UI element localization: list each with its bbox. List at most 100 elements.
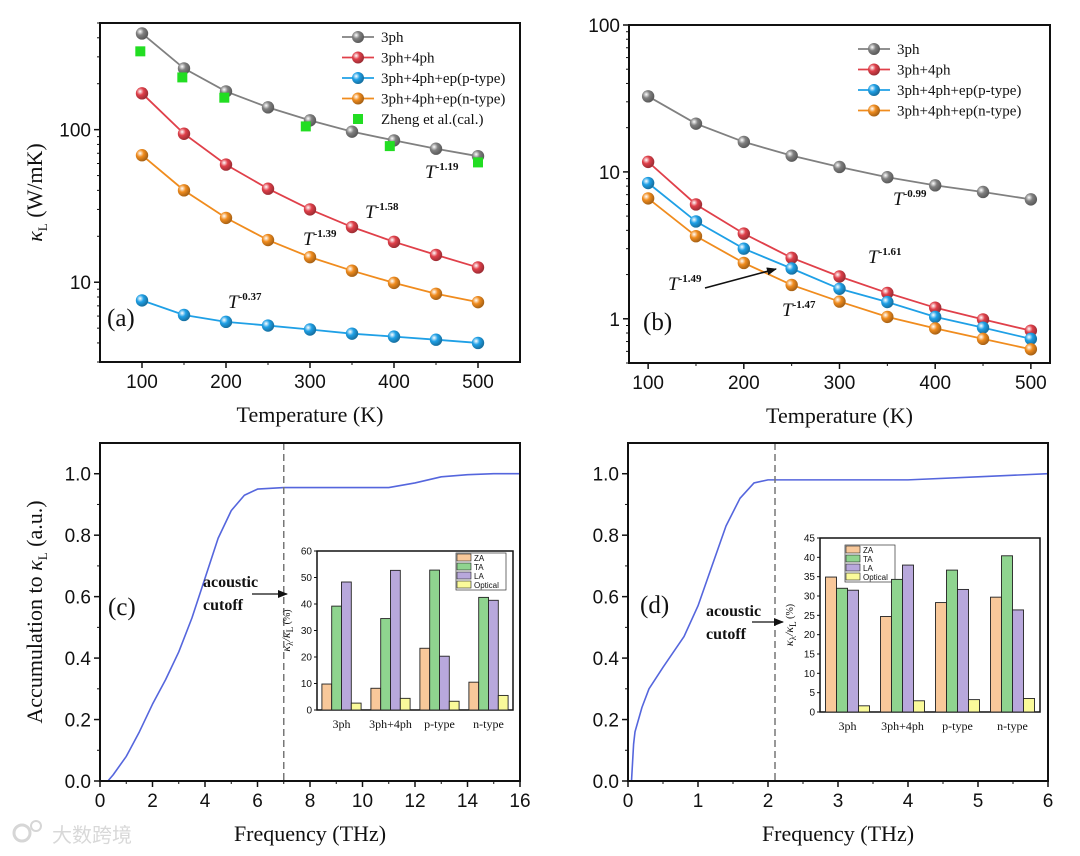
data-point [303, 203, 317, 216]
legend-label: Optical [474, 581, 499, 590]
plot-frame [627, 442, 1049, 782]
data-point [737, 256, 751, 270]
y-axis-label: κL (W/mK) [22, 143, 50, 242]
annotation-exponent: -1.19 [436, 161, 459, 173]
bar-TA [380, 618, 391, 711]
panel-a: 100 200 300 400 500 10 100 Temperature (K) κL (W… [22, 22, 521, 427]
category-label: 3ph+4ph [369, 717, 412, 731]
bar-TA [946, 569, 958, 713]
watermark-text: 大数跨境 [52, 823, 132, 847]
legend-label: 3ph+4ph+ep(p-type) [897, 83, 1021, 99]
y-tick-label: 0.0 [65, 772, 91, 793]
legend-marker [868, 43, 880, 55]
category-label: 3ph+4ph [881, 719, 924, 733]
x-tick-label: 12 [404, 791, 425, 812]
x-tick-label: 200 [728, 373, 760, 394]
data-point [471, 295, 485, 309]
x-tick-label: 2 [763, 791, 774, 812]
data-point [345, 220, 359, 234]
category-label: n-type [473, 717, 504, 731]
data-point [737, 227, 751, 240]
cutoff-label: acoustic [706, 603, 761, 620]
legend-label: ZA [474, 554, 485, 563]
legend-swatch [845, 554, 861, 563]
legend-label: 3ph+4ph [381, 51, 435, 67]
data-point [219, 315, 233, 329]
annotation-exponent: -0.37 [239, 291, 262, 303]
bar-ZA [370, 687, 382, 711]
exponent-annotation: T-1.49 [668, 273, 702, 295]
annotation-base: T [425, 162, 437, 183]
legend-label: ZA [863, 546, 874, 555]
panel-label: (a) [107, 305, 135, 332]
legend-label: TA [474, 563, 484, 572]
legend-marker [868, 84, 880, 96]
bar-ZA [935, 602, 947, 713]
panel-label: (b) [643, 309, 672, 336]
panel-label: (d) [640, 592, 669, 619]
data-point [689, 117, 703, 130]
x-tick-label: 4 [903, 791, 914, 812]
exponent-annotation: T-0.99 [893, 188, 927, 210]
bar-LA [957, 588, 969, 713]
bar-Optical [858, 705, 870, 713]
y-tick-label: 0.6 [593, 588, 619, 609]
exponent-annotation: T-1.39 [303, 228, 337, 250]
data-point [881, 286, 894, 300]
scatter-point [135, 46, 146, 57]
exponent-annotation: T-1.61 [868, 246, 902, 268]
legend-label: 3ph+4ph [897, 63, 951, 79]
bar-Optical [399, 697, 411, 711]
data-point [303, 250, 317, 264]
y-tick-label: 100 [59, 121, 91, 142]
y-tick-label: 1.0 [65, 465, 91, 486]
y-tick-label: 5 [809, 688, 815, 699]
data-point [135, 294, 149, 307]
legend-marker [868, 63, 880, 76]
legend: 3ph 3ph+4ph 3ph+4ph+ep(p-type) 3ph+4ph+ep(n… [342, 30, 505, 128]
data-point [833, 270, 846, 283]
data-point [641, 176, 655, 190]
inset-y-axis-label: κλ/κL (%) [279, 609, 295, 651]
category-label: p-type [942, 719, 973, 733]
data-point [928, 310, 942, 324]
accumulation-curve [628, 472, 1049, 782]
scatter-point [177, 72, 188, 83]
bar-LA [439, 655, 450, 711]
legend-marker [868, 104, 880, 117]
y-tick-label: 20 [301, 653, 313, 664]
panel-label: (c) [108, 594, 136, 621]
y-tick-label: 45 [804, 534, 816, 545]
data-point [881, 310, 894, 324]
data-point [135, 149, 149, 162]
legend-label: 3ph+4ph+ep(p-type) [381, 71, 505, 87]
annotation-exponent: -1.49 [679, 273, 702, 285]
bar-Optical [448, 700, 460, 711]
data-point [737, 242, 751, 255]
x-axis-label: Frequency (THz) [762, 821, 914, 846]
annotation-base: T [228, 292, 240, 313]
data-point [1024, 332, 1038, 346]
y-tick-label: 10 [301, 679, 313, 690]
bar-LA [1012, 609, 1024, 713]
annotation-exponent: -1.61 [879, 246, 902, 258]
legend-swatch [845, 563, 861, 572]
x-tick-label: 1 [693, 791, 704, 812]
legend-label: 3ph+4ph+ep(n-type) [897, 104, 1021, 120]
data-point [219, 158, 233, 171]
y-tick-label: 0 [809, 708, 815, 719]
category-label: 3ph [333, 717, 351, 731]
bar-TA [429, 569, 440, 711]
legend-marker [352, 31, 364, 43]
legend-marker [352, 92, 364, 105]
x-tick-label: 300 [824, 373, 856, 394]
y-tick-label: 35 [804, 572, 816, 583]
legend-label: Optical [863, 573, 888, 582]
y-tick-label: 0.2 [593, 711, 619, 732]
data-point [429, 248, 443, 262]
data-point [1024, 193, 1038, 206]
x-tick-label: 14 [457, 791, 479, 812]
y-tick-label: 30 [301, 626, 313, 637]
